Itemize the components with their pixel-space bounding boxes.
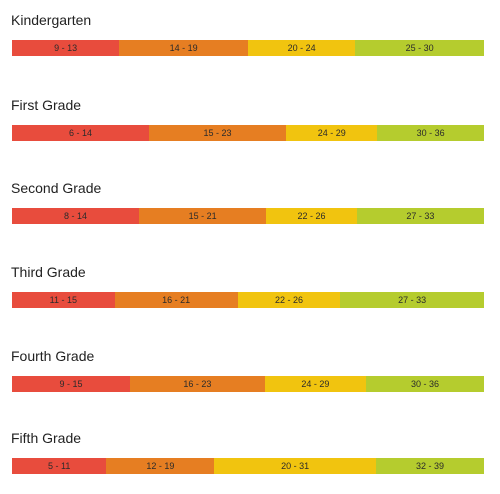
range-segment-meeting-range: 22 - 26 (237, 292, 341, 308)
range-segment-meeting-range: 20 - 24 (247, 40, 356, 56)
range-segment-exceeding-range: 25 - 30 (355, 40, 484, 56)
range-segment-below-range: 6 - 14 (12, 125, 150, 141)
range-segment-below-range: 11 - 15 (12, 292, 115, 308)
range-segment-meeting-range: 24 - 29 (264, 376, 366, 392)
range-segment-below-range: 9 - 13 (12, 40, 120, 56)
range-segment-below-range: 8 - 14 (12, 208, 140, 224)
range-bar: 5 - 11 12 - 19 20 - 31 32 - 39 (12, 458, 484, 474)
range-bar: 8 - 14 15 - 21 22 - 26 27 - 33 (12, 208, 484, 224)
range-segment-below-range: 9 - 15 (12, 376, 130, 392)
grade-title: Kindergarten (11, 12, 92, 28)
range-bar: 9 - 15 16 - 23 24 - 29 30 - 36 (12, 376, 484, 392)
range-segment-exceeding-range: 30 - 36 (377, 125, 484, 141)
range-segment-approaching-range: 16 - 21 (114, 292, 238, 308)
range-segment-exceeding-range: 30 - 36 (365, 376, 484, 392)
grade-title: Third Grade (11, 264, 86, 280)
range-segment-exceeding-range: 32 - 39 (376, 458, 484, 474)
range-segment-exceeding-range: 27 - 33 (356, 208, 484, 224)
range-segment-approaching-range: 16 - 23 (130, 376, 265, 392)
grade-title: Fourth Grade (11, 348, 95, 364)
range-segment-approaching-range: 12 - 19 (106, 458, 215, 474)
range-segment-below-range: 5 - 11 (12, 458, 107, 474)
range-segment-meeting-range: 24 - 29 (286, 125, 378, 141)
range-segment-meeting-range: 20 - 31 (214, 458, 377, 474)
range-segment-exceeding-range: 27 - 33 (340, 292, 484, 308)
range-segment-meeting-range: 22 - 26 (266, 208, 357, 224)
range-bar: 6 - 14 15 - 23 24 - 29 30 - 36 (12, 125, 484, 141)
range-segment-approaching-range: 15 - 23 (149, 125, 287, 141)
grade-title: Fifth Grade (11, 430, 82, 446)
grade-title: First Grade (11, 97, 82, 113)
range-bar: 9 - 13 14 - 19 20 - 24 25 - 30 (12, 40, 484, 56)
range-bar: 11 - 15 16 - 21 22 - 26 27 - 33 (12, 292, 484, 308)
range-segment-approaching-range: 15 - 21 (139, 208, 267, 224)
grade-title: Second Grade (11, 180, 102, 196)
range-segment-approaching-range: 14 - 19 (119, 40, 248, 56)
